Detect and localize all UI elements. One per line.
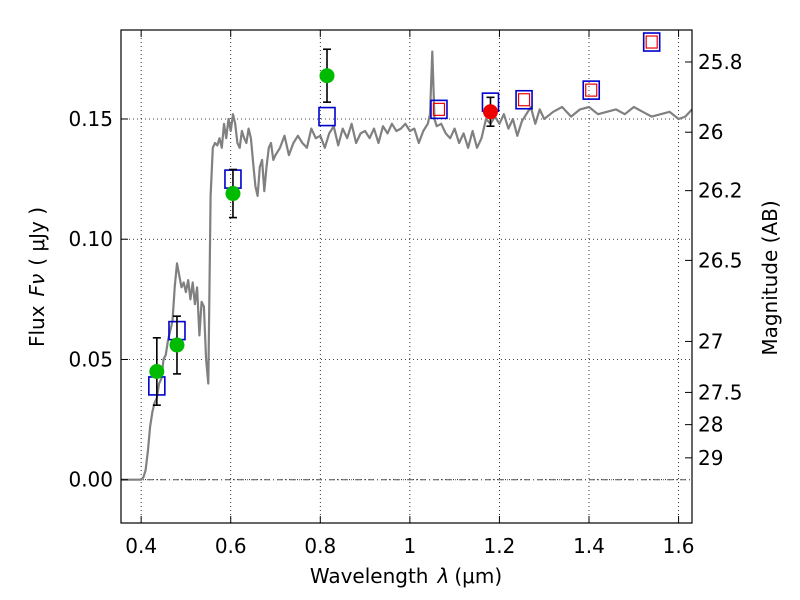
tick-labels: 0.4 0.6 0.8 1 1.2 1.4 1.6 0.00 0.05 0.10 0.15 25.8 2… bbox=[68, 50, 742, 558]
y2-tick-label: 25.8 bbox=[698, 50, 743, 74]
y-tick-label: 0.15 bbox=[68, 107, 113, 131]
model-photometry-square bbox=[582, 80, 601, 100]
y-tick-label: 0.10 bbox=[68, 227, 113, 251]
observed-point bbox=[225, 186, 241, 202]
observed-point-red bbox=[482, 104, 498, 120]
axes-frame bbox=[120, 29, 693, 524]
spectrum-line-group bbox=[121, 50, 693, 481]
y-tick-label: 0.05 bbox=[68, 347, 113, 371]
y2-tick-label: 27.5 bbox=[698, 380, 743, 404]
upper-limit-square bbox=[585, 83, 598, 97]
x-axis-label: Wavelength λ (μm) bbox=[310, 564, 502, 588]
model-photometry-square bbox=[318, 106, 336, 127]
model-photometry-square bbox=[515, 89, 533, 110]
y-axis-label: FluxFν( μJy ) bbox=[25, 207, 49, 347]
y-tick-label: 0.00 bbox=[68, 468, 113, 492]
x-tick-label: 0.8 bbox=[304, 534, 336, 558]
y2-tick-label: 26 bbox=[698, 120, 723, 144]
y2-tick-label: 26.5 bbox=[698, 248, 743, 272]
observed-point bbox=[319, 68, 335, 84]
model-photometry-square bbox=[430, 99, 448, 120]
x-tick-label: 1.2 bbox=[484, 534, 516, 558]
x-tick-label: 1.4 bbox=[573, 534, 605, 558]
grid-lines bbox=[121, 30, 692, 523]
data-points-group bbox=[148, 32, 661, 406]
upper-limit-square bbox=[517, 93, 531, 107]
x-tick-label: 0.6 bbox=[215, 534, 247, 558]
y2-tick-label: 27 bbox=[698, 329, 723, 353]
model-photometry-square bbox=[642, 32, 661, 52]
observed-point bbox=[149, 363, 165, 379]
y2-axis-label: Magnitude (AB) bbox=[758, 200, 782, 355]
y2-tick-label: 26.2 bbox=[698, 179, 743, 203]
y2-tick-label: 29 bbox=[698, 446, 723, 470]
upper-limit-square bbox=[645, 35, 658, 49]
x-tick-label: 0.4 bbox=[125, 534, 157, 558]
observed-point bbox=[169, 337, 185, 353]
y2-tick-label: 28 bbox=[698, 413, 723, 437]
model-spectrum-line bbox=[121, 50, 693, 481]
upper-limit-square bbox=[432, 102, 446, 116]
axis-ticks bbox=[121, 30, 692, 523]
x-tick-label: 1 bbox=[403, 534, 416, 558]
x-tick-label: 1.6 bbox=[663, 534, 695, 558]
